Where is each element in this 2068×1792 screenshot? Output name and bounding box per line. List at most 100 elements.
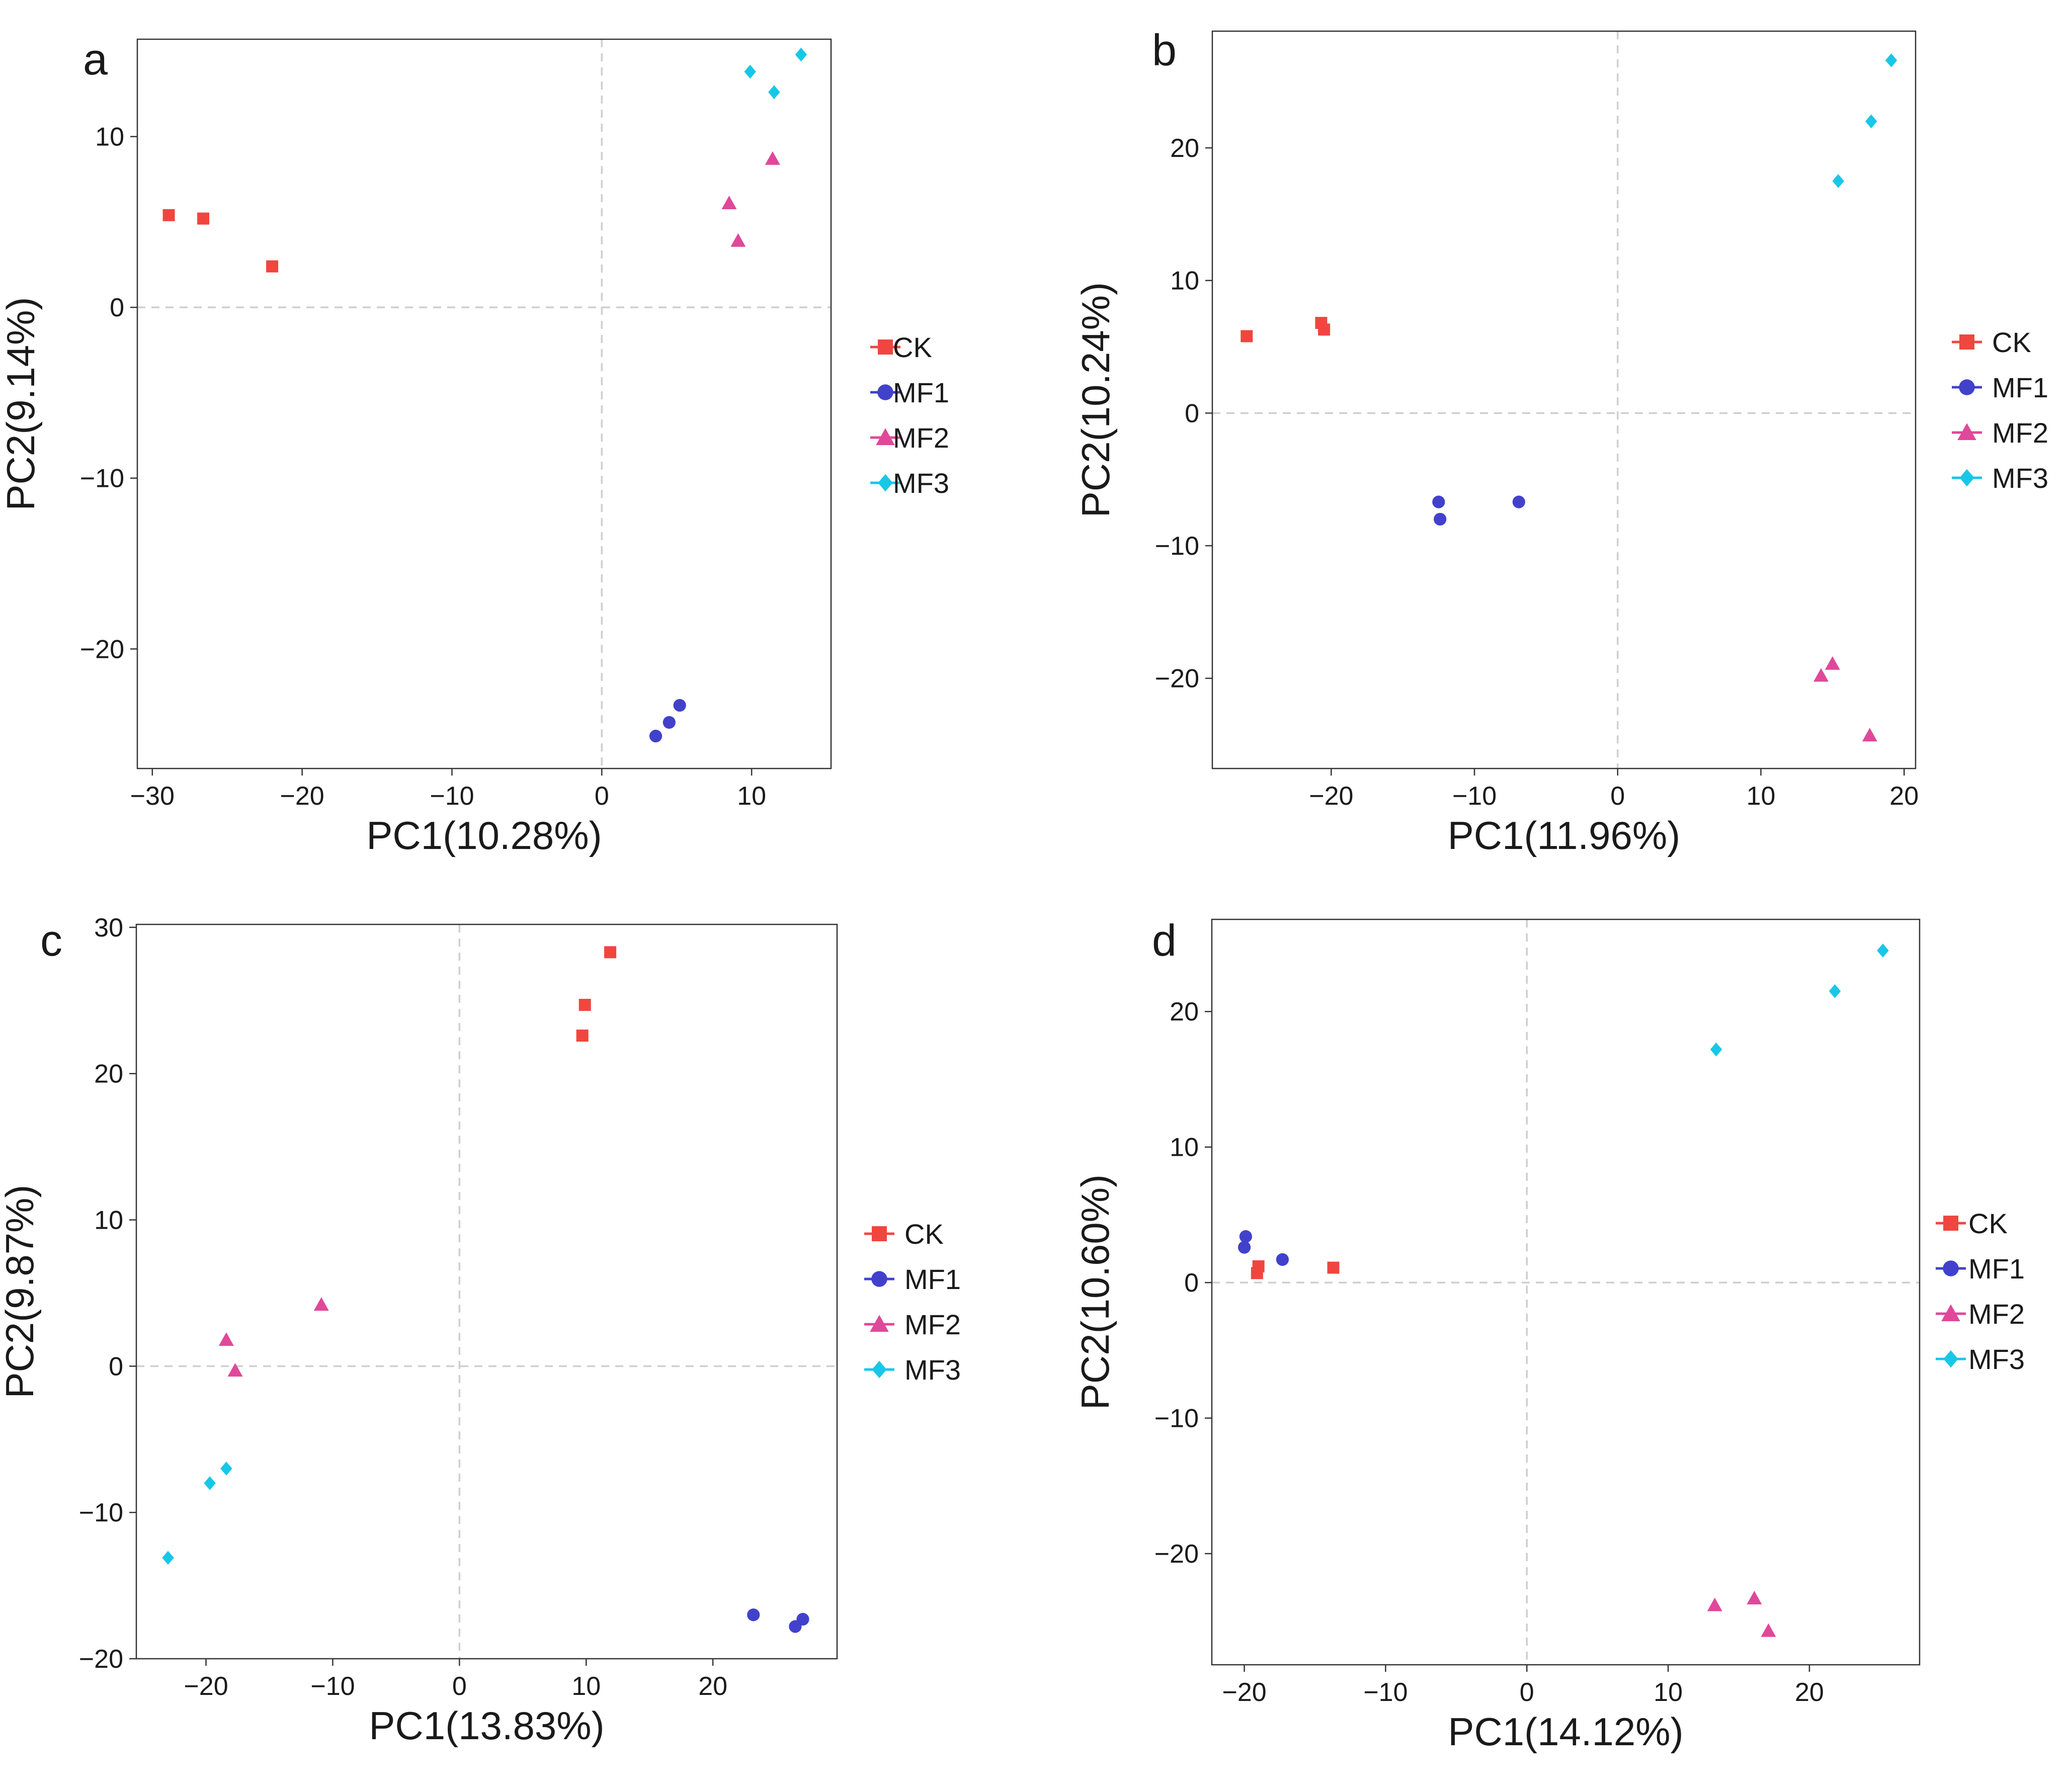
legend-marker-mf3	[1959, 469, 1974, 487]
data-point-mf2	[1862, 728, 1877, 742]
panel-label: b	[1152, 25, 1177, 75]
data-point-mf1	[1239, 1230, 1253, 1243]
data-point-mf3	[1865, 114, 1877, 129]
x-tick-label: −30	[130, 782, 175, 811]
x-axis-title: PC1(14.12%)	[1448, 1710, 1683, 1754]
data-point-mf2	[1747, 1590, 1762, 1604]
data-point-mf2	[1761, 1623, 1776, 1637]
data-point-mf1	[1512, 495, 1525, 508]
data-point-mf2	[218, 1332, 234, 1346]
y-tick-label: −20	[80, 635, 124, 664]
legend-marker-mf1	[1959, 379, 1975, 395]
x-tick-label: −20	[280, 782, 324, 811]
x-tick-label: 0	[1610, 782, 1625, 811]
x-tick-label: −20	[1222, 1678, 1266, 1707]
data-point-ck	[162, 209, 175, 221]
pca-panel-d: −20 −10 0 10 20 20 10 0 −10 −20 PC1(14.12%) PC2(10.…	[1073, 915, 2025, 1754]
x-tick-label: −10	[1452, 782, 1497, 811]
data-point-ck	[578, 998, 591, 1011]
data-point-mf3	[220, 1462, 232, 1476]
panel-label: c	[40, 915, 62, 965]
x-tick-label: −10	[430, 782, 474, 811]
panel-label: d	[1152, 915, 1177, 965]
data-point-ck	[197, 212, 210, 225]
data-point-ck	[576, 1030, 589, 1042]
pca-panel-b: −20 −10 0 10 20 20 10 0 −10 −20 PC1(11.96%) PC2(10.…	[1073, 25, 2048, 858]
data-point-mf2	[1813, 668, 1829, 682]
panel-label: a	[83, 34, 108, 84]
data-point-mf1	[649, 729, 663, 743]
y-tick-label: 20	[1170, 997, 1199, 1027]
y-tick-label: −10	[80, 464, 124, 493]
y-axis-title: PC2(9.14%)	[0, 297, 43, 511]
legend-label: MF3	[893, 467, 949, 499]
x-tick-label: 10	[1653, 1678, 1683, 1707]
y-tick-label: 0	[1184, 1268, 1199, 1298]
legend-marker-mf2	[1957, 423, 1976, 440]
plot-frame	[136, 38, 832, 770]
x-tick-label: 10	[737, 782, 766, 811]
data-point-ck	[1240, 330, 1253, 343]
data-point-ck	[1252, 1260, 1265, 1272]
data-point-mf2	[313, 1297, 329, 1311]
y-tick-label: −10	[1155, 532, 1199, 561]
data-point-ck	[266, 260, 279, 273]
legend-marker-ck	[872, 1226, 887, 1241]
x-axis-title: PC1(10.28%)	[366, 813, 602, 858]
y-tick-label: 20	[1170, 134, 1199, 163]
y-tick-label: 0	[1185, 399, 1199, 428]
legend-label: MF1	[893, 377, 949, 408]
legend-marker-mf1	[871, 1271, 887, 1287]
plot-frame	[1211, 30, 1917, 770]
x-tick-label: −10	[1363, 1678, 1408, 1707]
legend-marker-mf3	[878, 474, 893, 492]
legend-marker-mf1	[1943, 1260, 1959, 1276]
data-point-mf2	[1707, 1597, 1722, 1611]
legend-marker-mf2	[870, 1315, 889, 1332]
y-tick-label: 10	[95, 123, 124, 152]
pca-panel-a: −30 −20 −10 0 10 10 0 −10 −20 PC1(10.28%) PC2(9.14…	[0, 34, 949, 858]
plot-frame	[135, 923, 838, 1660]
data-point-mf1	[796, 1612, 809, 1626]
plot-frame	[1211, 918, 1921, 1666]
y-tick-label: −10	[1154, 1404, 1199, 1433]
y-tick-label: 10	[1170, 1133, 1199, 1162]
data-point-mf1	[1432, 495, 1445, 508]
data-point-mf1	[1434, 513, 1447, 526]
x-tick-label: 0	[595, 782, 609, 811]
data-point-mf3	[1829, 984, 1841, 998]
legend-marker-ck	[878, 339, 893, 355]
data-point-mf1	[747, 1608, 760, 1622]
y-tick-label: 0	[110, 293, 124, 322]
legend-label: MF2	[1992, 417, 2048, 449]
legend-marker-mf3	[872, 1360, 887, 1379]
data-point-ck	[604, 946, 617, 959]
legend-label: MF2	[893, 422, 949, 454]
x-axis-title: PC1(11.96%)	[1448, 813, 1680, 858]
data-point-mf3	[1885, 53, 1897, 67]
data-point-mf3	[768, 85, 780, 100]
legend-label: CK	[1968, 1208, 2008, 1239]
legend-marker-mf3	[1943, 1350, 1958, 1368]
data-point-mf3	[1877, 944, 1889, 958]
y-tick-label: −20	[1154, 1540, 1199, 1569]
legend-label: MF3	[904, 1354, 961, 1386]
legend-label: MF1	[904, 1263, 961, 1295]
x-tick-label: 0	[452, 1672, 467, 1701]
data-point-mf1	[1237, 1241, 1251, 1254]
data-point-mf2	[721, 195, 737, 209]
legend-label: MF2	[1968, 1298, 2025, 1330]
legend-label: MF1	[1968, 1253, 2025, 1285]
y-axis-title: PC2(9.87%)	[0, 1185, 42, 1399]
data-point-mf3	[1710, 1042, 1722, 1057]
y-tick-label: 20	[94, 1060, 123, 1089]
data-point-mf3	[795, 47, 807, 62]
y-tick-label: 0	[109, 1352, 123, 1381]
x-tick-label: 10	[1747, 782, 1776, 811]
legend-label: MF2	[904, 1309, 961, 1340]
data-point-mf1	[663, 716, 676, 729]
x-axis-title: PC1(13.83%)	[369, 1703, 604, 1748]
legend-marker-mf2	[876, 428, 895, 445]
data-point-mf2	[730, 233, 746, 247]
